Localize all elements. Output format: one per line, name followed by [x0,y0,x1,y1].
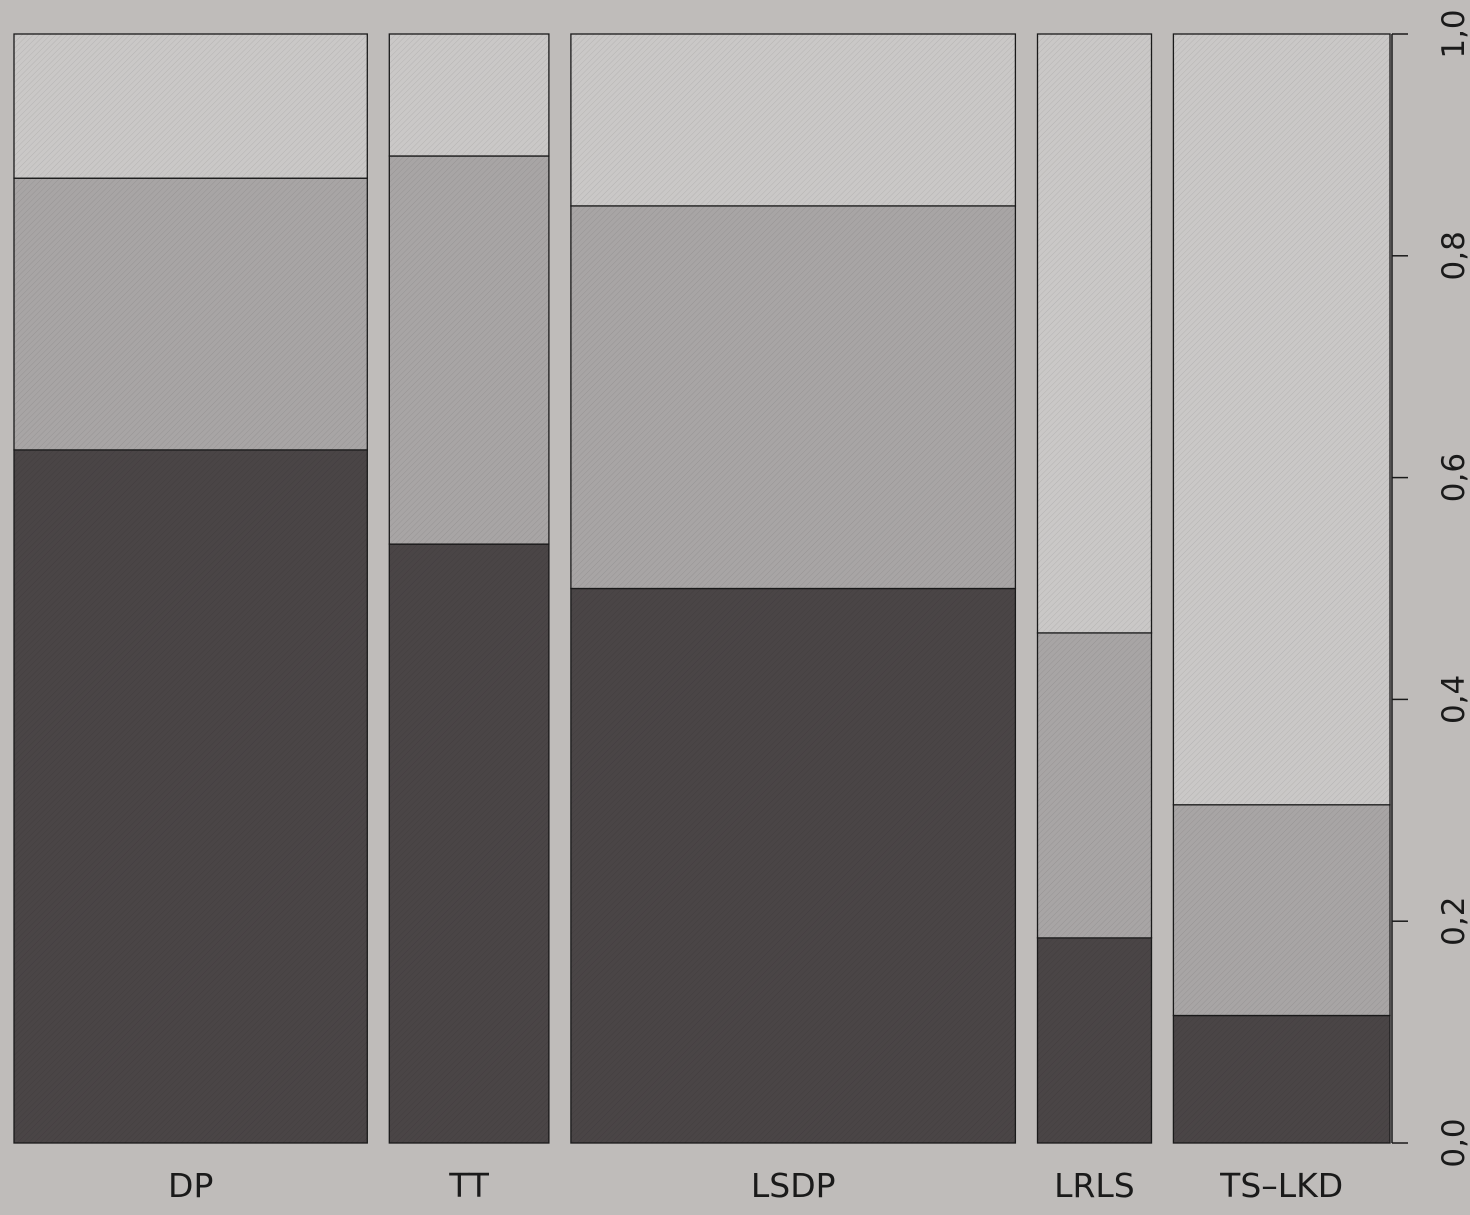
y-tick-label: 1,0 [1436,9,1470,58]
bar-segment-texture [570,205,1016,589]
bar-segment-texture [389,34,549,156]
bar-segment-texture [1037,34,1152,633]
bar-segment-texture [1173,34,1390,805]
bar-segment-texture [14,34,368,179]
category-label: DP [168,1166,213,1205]
bars-layer [13,33,1391,1144]
y-axis: 0,0 0,2 0,4 0,6 0,8 1,0 [1391,9,1470,1168]
bar-segment-texture [1037,632,1152,938]
category-label: TT [448,1166,490,1205]
category-label: LSDP [751,1166,836,1205]
bar-segment-texture [1173,1015,1390,1143]
y-tick-label: 0,2 [1436,897,1470,946]
y-tick-label: 0,6 [1436,453,1470,502]
bar-segment-texture [570,34,1016,206]
y-tick-label: 0,4 [1436,675,1470,724]
bar-segment-texture [389,156,549,545]
y-tick-label: 0,0 [1436,1118,1470,1167]
category-labels: DP TT LSDP LRLS TS–LKD [168,1166,1343,1205]
y-tick-label: 0,8 [1436,231,1470,280]
category-label: TS–LKD [1219,1166,1343,1205]
bar-segment-texture [570,588,1016,1143]
category-label: LRLS [1054,1166,1135,1205]
bar-segment-texture [14,449,368,1143]
bar-segment-texture [14,178,368,450]
bar-segment-texture [389,544,549,1143]
bar-segment-texture [1037,937,1152,1143]
bar-segment-texture [1173,804,1390,1016]
